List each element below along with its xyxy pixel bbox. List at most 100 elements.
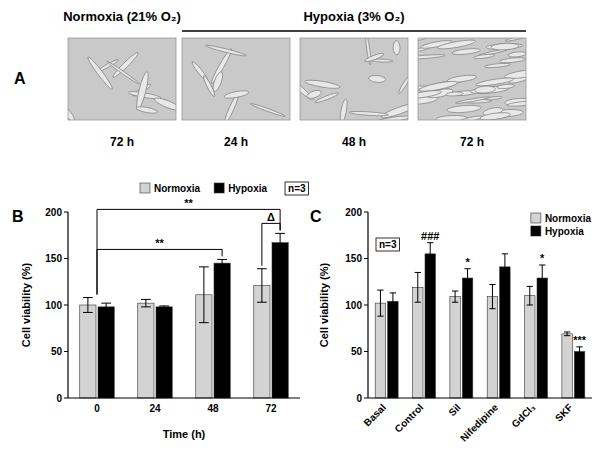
- cell: [68, 104, 76, 120]
- cell: [474, 53, 495, 59]
- x-tick-label: 48: [207, 403, 219, 414]
- cell: [491, 43, 519, 51]
- cell: [507, 100, 526, 107]
- error-bar: [427, 243, 433, 265]
- error-bar: [452, 291, 458, 302]
- cell: [306, 89, 322, 100]
- bar: [388, 301, 398, 398]
- x-tick-label: GdCl₃: [509, 401, 537, 429]
- cell: [486, 43, 523, 50]
- legend-swatch: [140, 183, 150, 193]
- error-bar: [275, 233, 285, 252]
- x-axis: [68, 397, 300, 398]
- y-axis-label: Cell viability (%): [318, 262, 330, 347]
- legend-swatch: [531, 226, 541, 236]
- y-tick: [64, 258, 68, 259]
- note-box: [285, 182, 309, 195]
- cell: [418, 54, 445, 60]
- cell: [106, 60, 140, 85]
- cell: [480, 111, 511, 120]
- legend-label: Normoxia: [545, 213, 592, 224]
- legend-swatch: [531, 213, 541, 223]
- significance-label: ***: [573, 334, 587, 346]
- y-tick-label: 200: [45, 207, 62, 218]
- legend-label: Hypoxia: [228, 183, 267, 194]
- x-tick-label: SKF: [553, 402, 575, 424]
- cell: [455, 96, 490, 104]
- cell: [364, 52, 385, 63]
- group-line: [182, 30, 526, 32]
- x-tick-label: Nifedipine: [458, 401, 500, 443]
- micrograph-frame: [182, 38, 290, 120]
- note: n=3: [379, 239, 397, 250]
- bar: [462, 278, 472, 398]
- micrograph-background: [68, 38, 176, 120]
- x-axis-label: Time (h): [163, 428, 206, 440]
- y-tick: [64, 212, 68, 213]
- significance-label: **: [155, 237, 164, 249]
- bar: [562, 334, 572, 398]
- panel-label: A: [14, 70, 26, 87]
- legend-swatch: [214, 183, 224, 193]
- x-tick-label: 24: [149, 403, 161, 414]
- figure: A72 hNormoxia (21% O₂)24 h48 h72 hHypoxi…: [0, 0, 600, 455]
- bar: [487, 297, 497, 398]
- y-tick-label: 50: [51, 346, 63, 357]
- micrograph: [182, 38, 290, 120]
- bar: [156, 307, 172, 398]
- error-bar: [539, 265, 545, 291]
- y-tick-label: 150: [45, 253, 62, 264]
- y-tick: [64, 398, 68, 399]
- error-bar: [101, 303, 111, 310]
- panel-label: C: [310, 208, 322, 225]
- x-tick-label: Basal: [361, 401, 388, 428]
- image-caption: 48 h: [342, 135, 366, 149]
- cell: [499, 57, 525, 64]
- bar: [500, 267, 510, 398]
- cell: [305, 79, 341, 91]
- y-tick: [364, 305, 368, 306]
- significance-label: *: [465, 256, 470, 268]
- cell: [250, 102, 286, 117]
- bar: [80, 305, 96, 398]
- legend-label: Normoxia: [154, 183, 201, 194]
- significance-bracket: [97, 249, 222, 294]
- y-axis-label: Cell viability (%): [20, 262, 32, 347]
- x-axis: [368, 397, 592, 398]
- note: n=3: [288, 183, 306, 194]
- bar: [214, 263, 230, 398]
- significance-label: **: [184, 197, 193, 209]
- y-tick-label: 0: [356, 393, 362, 404]
- bar: [450, 297, 460, 398]
- legend-label: Hypoxia: [545, 226, 584, 237]
- bar: [375, 303, 385, 398]
- error-bar: [199, 267, 209, 323]
- cell: [508, 51, 526, 58]
- error-bar: [576, 347, 582, 356]
- cell: [368, 75, 386, 84]
- x-tick-label: Sil: [446, 401, 463, 418]
- group-label: Hypoxia (3% O₂): [303, 9, 404, 24]
- y-tick-label: 0: [56, 393, 62, 404]
- micrograph-background: [300, 38, 408, 120]
- cell: [446, 104, 481, 113]
- y-tick: [64, 305, 68, 306]
- micrograph: [68, 38, 176, 120]
- cell: [418, 38, 427, 42]
- cell: [484, 63, 510, 69]
- cell: [375, 115, 408, 120]
- bar: [537, 278, 547, 398]
- error-bar: [527, 286, 533, 305]
- y-tick-label: 150: [345, 253, 362, 264]
- cell: [505, 38, 526, 42]
- bar: [574, 352, 584, 399]
- image-caption: 24 h: [224, 135, 248, 149]
- error-bar: [564, 332, 570, 336]
- cell: [134, 71, 150, 111]
- micrograph-background: [182, 38, 290, 120]
- cell: [86, 56, 114, 91]
- panel-label: B: [12, 208, 24, 225]
- cell: [457, 115, 483, 120]
- x-tick-label: Control: [393, 401, 426, 434]
- cell: [474, 85, 495, 93]
